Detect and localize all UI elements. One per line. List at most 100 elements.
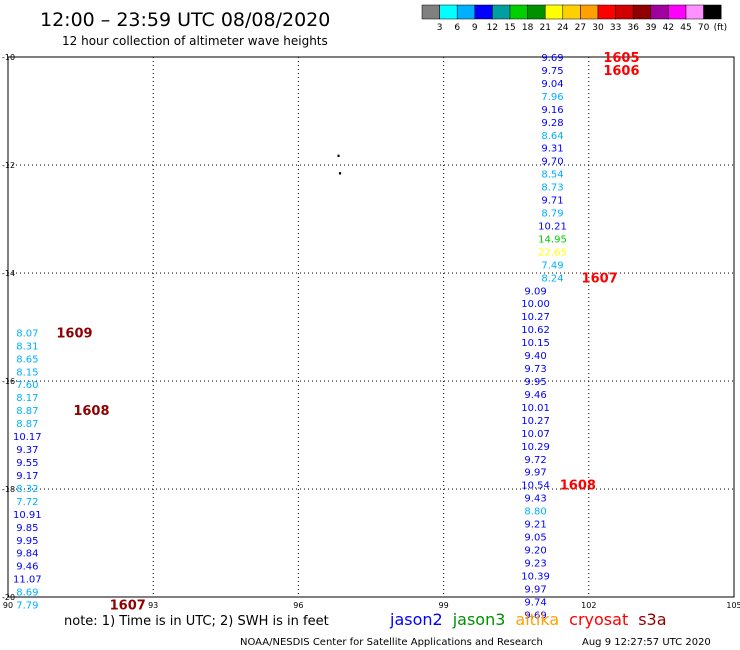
colorbar-swatch	[597, 4, 616, 20]
wave-height-value: 10.39	[521, 571, 550, 582]
longitude-tick-label: 102	[581, 601, 596, 610]
wave-height-value: 8.24	[541, 273, 563, 284]
wave-height-value: 10.17	[13, 432, 42, 443]
colorbar-swatch	[474, 4, 493, 20]
colorbar-swatch	[527, 4, 546, 20]
longitude-tick-label: 105	[726, 601, 740, 610]
pass-time-label: 1605	[603, 51, 639, 66]
colorbar-swatch	[421, 4, 440, 20]
altimeter-tracks: 9.69 9.75 9.04 7.96 9.16 9.28 8.64 9.31 9.70 8.54…	[13, 51, 639, 621]
legend-altika: altika	[515, 610, 559, 629]
colorbar-legend: 3 6 9 12 15 18 21 24 27 30 33 36 39 42 45 70 (ft)	[421, 4, 728, 33]
island-marker: ·	[338, 167, 343, 181]
colorbar-tick-label: 6	[454, 23, 460, 33]
wave-height-value: 7.79	[16, 601, 38, 612]
island-marker: ·	[336, 149, 341, 163]
wave-height-value: 10.00	[521, 299, 550, 310]
wave-height-value: 10.07	[521, 429, 550, 440]
wave-height-value: 9.16	[541, 105, 563, 116]
colorbar-swatch	[650, 4, 669, 20]
wave-height-value: 8.87	[16, 406, 38, 417]
legend-cryosat: cryosat	[569, 610, 628, 629]
wave-height-value: 9.97	[524, 468, 546, 479]
colorbar-swatch	[685, 4, 704, 20]
wave-height-value: 9.55	[16, 458, 38, 469]
pass-time-label: 1607	[582, 271, 618, 286]
wave-height-value: 11.07	[13, 575, 42, 586]
longitude-tick-label: 90	[3, 601, 13, 610]
colorbar-tick-label: 42	[663, 23, 674, 33]
wave-height-value: 7.96	[541, 92, 563, 103]
colorbar-tick-label: 30	[592, 23, 604, 33]
legend-jason3: jason3	[452, 610, 506, 629]
colorbar-swatch	[615, 4, 634, 20]
pass-time-label: 1607	[110, 599, 146, 614]
wave-height-value: 9.71	[541, 196, 563, 207]
colorbar-tick-label: 3	[437, 23, 443, 33]
longitude-tick-label: 99	[439, 601, 449, 610]
wave-height-value: 8.07	[16, 328, 38, 339]
latitude-tick-label: -12	[2, 161, 15, 170]
wave-height-value: 9.09	[524, 286, 546, 297]
wave-height-value: 10.54	[521, 481, 550, 492]
wave-height-value: 10.21	[538, 221, 567, 232]
wave-height-value: 9.17	[16, 471, 38, 482]
wave-height-value: 8.31	[16, 341, 38, 352]
wave-height-value: 7.49	[541, 260, 563, 271]
colorbar-tick-label: 27	[575, 23, 586, 33]
wave-height-value: 9.75	[541, 66, 563, 77]
pass-time-label: 1608	[560, 479, 596, 494]
credit-line: NOAA/NESDIS Center for Satellite Applica…	[240, 637, 543, 648]
wave-height-value: 9.20	[524, 545, 546, 556]
page-subtitle: 12 hour collection of altimeter wave hei…	[62, 34, 328, 48]
wave-height-value: 8.54	[541, 170, 563, 181]
colorbar-swatch	[580, 4, 599, 20]
latitude-tick-label: -20	[2, 593, 15, 602]
wave-height-value: 9.85	[16, 523, 38, 534]
graticule-grid	[8, 56, 734, 597]
wave-height-value: 8.64	[541, 131, 563, 142]
wave-height-value: 22.65	[538, 247, 567, 258]
wave-height-value: 9.43	[524, 494, 546, 505]
pass-time-label: 1609	[56, 326, 92, 341]
wave-height-value: 8.79	[541, 209, 563, 220]
wave-height-value: 8.80	[524, 507, 546, 518]
colorbar-swatch	[544, 4, 564, 20]
wave-height-value: 10.62	[521, 325, 550, 336]
colorbar-tick-label: 70	[698, 23, 710, 33]
wave-height-value: 8.65	[16, 354, 38, 365]
colorbar-swatch	[703, 4, 722, 20]
wave-height-value: 10.27	[521, 416, 550, 427]
wave-height-value: 10.91	[13, 510, 42, 521]
footnote: note: 1) Time is in UTC; 2) SWH is in fe…	[64, 614, 329, 629]
colorbar-swatch	[492, 4, 511, 20]
page-title: 12:00 – 23:59 UTC 08/08/2020	[40, 9, 330, 31]
wave-height-value: 9.46	[524, 390, 546, 401]
wave-height-value: 9.23	[524, 558, 546, 569]
wave-height-value: 10.27	[521, 312, 550, 323]
latitude-tick-label: -16	[2, 377, 15, 386]
wave-height-value: 10.15	[521, 338, 550, 349]
longitude-tick-label: 96	[293, 601, 303, 610]
wave-height-value: 9.72	[524, 455, 546, 466]
wave-height-value: 8.17	[16, 393, 38, 404]
wave-height-value: 9.46	[16, 562, 38, 573]
wave-height-value: 9.74	[524, 597, 546, 608]
legend-jason2: jason2	[389, 610, 443, 629]
colorbar-tick-label: 12	[487, 23, 498, 33]
wave-height-value: 9.69	[524, 610, 546, 621]
colorbar-tick-label: 21	[539, 23, 550, 33]
colorbar-tick-label: 39	[645, 23, 657, 33]
wave-height-value: 8.73	[541, 183, 563, 194]
colorbar-unit: (ft)	[714, 23, 728, 33]
wave-height-value: 9.05	[524, 533, 546, 544]
wave-height-value: 14.95	[538, 234, 567, 245]
wave-height-value: 9.37	[16, 445, 38, 456]
wave-height-value: 9.31	[541, 144, 563, 155]
wave-height-value: 8.32	[16, 484, 38, 495]
colorbar-swatch	[632, 4, 652, 20]
latitude-tick-label: -14	[2, 269, 15, 278]
colorbar-swatch	[439, 4, 458, 20]
wave-height-value: 9.70	[541, 157, 563, 168]
